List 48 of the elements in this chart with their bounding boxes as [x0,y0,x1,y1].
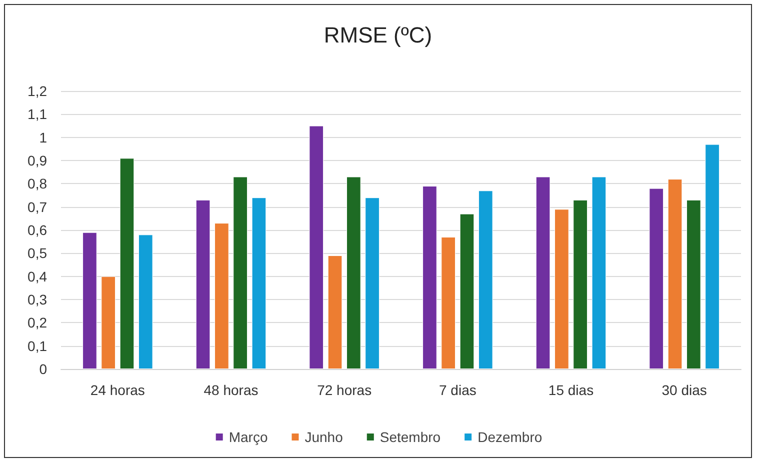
bar [309,126,324,369]
bar [460,214,474,369]
y-tick-label: 0,2 [28,314,48,331]
y-tick-label: 0,1 [28,338,48,354]
bar [101,276,116,369]
bar [196,200,210,369]
bar [365,198,380,369]
bar [138,234,153,369]
chart-title: RMSE (ºC) [324,22,432,48]
x-tick-label: 72 horas [317,382,372,398]
y-tick-label: 1,1 [28,106,48,122]
x-tick-label: 24 horas [90,382,145,398]
y-tick-label: 1,2 [28,83,48,99]
legend-label: Setembro [380,429,441,445]
y-tick-label: 0,5 [28,245,48,262]
y-tick-label: 0,7 [28,198,48,215]
bar [592,176,606,369]
x-tick-label: 48 horas [204,382,258,398]
bar [554,209,569,369]
y-tick-label: 0,4 [28,268,48,284]
y-tick-label: 0 [39,361,48,377]
bar [573,200,588,369]
legend-label: Dezembro [478,429,542,445]
bar [478,190,493,369]
bar [346,176,361,369]
legend-label: Junho [304,429,344,445]
y-tick-label: 0,8 [28,176,48,192]
x-tick-label: 30 dias [662,382,707,398]
bar [120,158,134,369]
bar [252,198,266,369]
bar [536,176,550,369]
y-tick-label: 0,9 [28,152,48,168]
bar [441,236,456,369]
bar [328,255,342,369]
bar [649,188,664,369]
legend-label: Março [228,429,268,445]
x-tick-label: 15 dias [548,382,594,398]
bar [233,176,248,369]
bar [705,144,720,369]
y-tick-label: 1 [39,129,48,146]
y-tick-label: 0,6 [28,222,48,238]
y-tick-label: 0,3 [28,292,48,308]
bar [422,186,437,369]
bar [686,200,701,369]
bar [668,179,682,369]
bar [82,232,97,369]
x-tick-label: 7 dias [438,382,476,398]
bar [214,223,229,369]
